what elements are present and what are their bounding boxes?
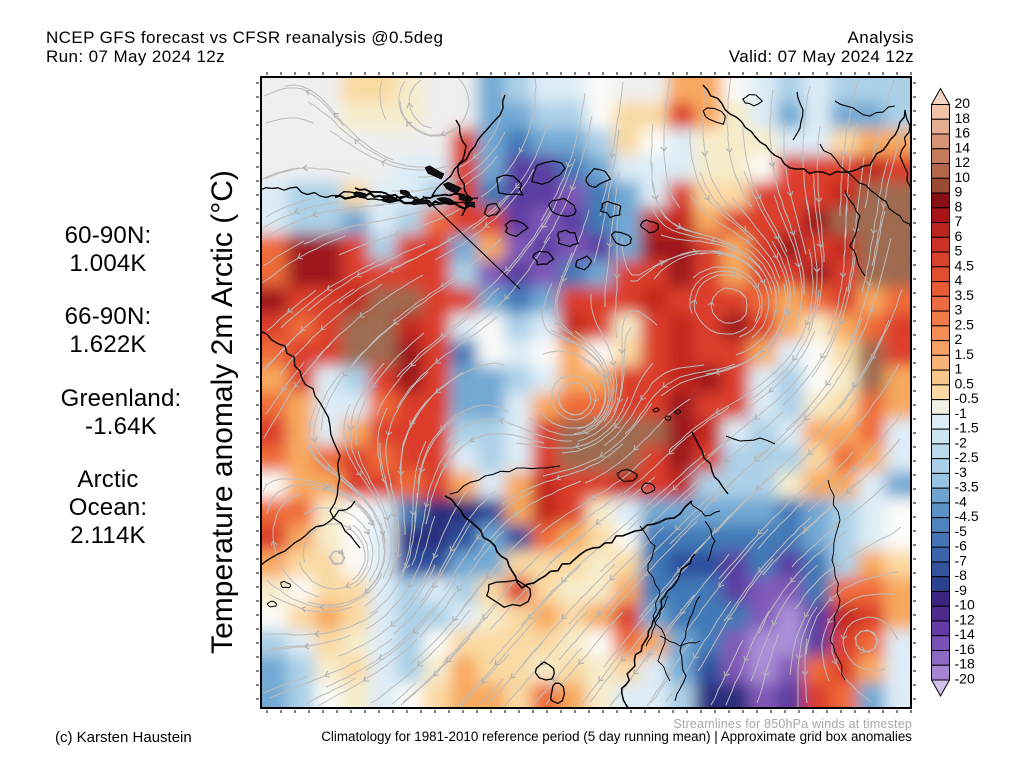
svg-text:16: 16 xyxy=(955,125,971,141)
svg-text:3.5: 3.5 xyxy=(955,287,975,303)
svg-text:9: 9 xyxy=(955,184,963,200)
svg-text:-0.5: -0.5 xyxy=(955,390,979,406)
svg-text:10: 10 xyxy=(955,169,971,185)
svg-text:3: 3 xyxy=(955,302,963,318)
svg-text:-6: -6 xyxy=(955,538,968,554)
svg-text:5: 5 xyxy=(955,243,963,259)
svg-text:-3: -3 xyxy=(955,464,968,480)
svg-text:1: 1 xyxy=(955,361,963,377)
svg-text:-1.5: -1.5 xyxy=(955,420,979,436)
svg-text:-20: -20 xyxy=(955,671,975,687)
svg-text:20: 20 xyxy=(955,95,971,111)
svg-text:-2: -2 xyxy=(955,434,968,450)
svg-text:-16: -16 xyxy=(955,641,975,657)
svg-text:-1: -1 xyxy=(955,405,968,421)
svg-text:-7: -7 xyxy=(955,552,968,568)
svg-text:1.5: 1.5 xyxy=(955,346,975,362)
svg-text:-4.5: -4.5 xyxy=(955,508,979,524)
svg-text:-9: -9 xyxy=(955,582,968,598)
svg-text:18: 18 xyxy=(955,110,971,126)
svg-text:-2.5: -2.5 xyxy=(955,449,979,465)
svg-text:-4: -4 xyxy=(955,493,968,509)
svg-text:2.5: 2.5 xyxy=(955,316,975,332)
svg-text:-18: -18 xyxy=(955,656,975,672)
svg-text:-3.5: -3.5 xyxy=(955,479,979,495)
svg-text:-12: -12 xyxy=(955,612,975,628)
svg-text:-10: -10 xyxy=(955,597,975,613)
svg-text:-5: -5 xyxy=(955,523,968,539)
svg-text:-14: -14 xyxy=(955,626,975,642)
svg-text:4: 4 xyxy=(955,272,963,288)
svg-text:12: 12 xyxy=(955,154,971,170)
svg-text:0.5: 0.5 xyxy=(955,375,975,391)
svg-text:14: 14 xyxy=(955,139,971,155)
svg-text:8: 8 xyxy=(955,198,963,214)
svg-text:7: 7 xyxy=(955,213,963,229)
svg-text:6: 6 xyxy=(955,228,963,244)
svg-text:-8: -8 xyxy=(955,567,968,583)
svg-text:4.5: 4.5 xyxy=(955,257,975,273)
svg-text:2: 2 xyxy=(955,331,963,347)
